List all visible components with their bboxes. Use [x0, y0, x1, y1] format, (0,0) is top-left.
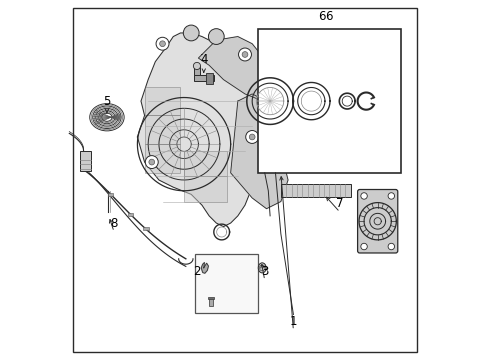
Bar [194, 75, 214, 81]
Bar [80, 151, 91, 171]
Text: 3: 3 [261, 265, 269, 278]
Circle shape [183, 25, 199, 41]
Text: 6: 6 [318, 10, 326, 23]
Bar [145, 116, 180, 144]
Bar [143, 228, 148, 230]
Text: 8: 8 [110, 216, 118, 230]
Polygon shape [201, 262, 208, 273]
Circle shape [239, 48, 251, 61]
Bar [205, 73, 213, 84]
Bar [194, 66, 200, 75]
Bar [145, 87, 180, 116]
Bar [145, 144, 180, 173]
Circle shape [388, 243, 394, 250]
Circle shape [208, 29, 224, 44]
Bar [184, 176, 227, 202]
Circle shape [156, 37, 169, 50]
Text: 6: 6 [325, 10, 333, 23]
Bar [128, 213, 133, 216]
Circle shape [361, 193, 368, 199]
Circle shape [388, 193, 394, 199]
Circle shape [146, 156, 158, 168]
Bar [195, 253, 258, 313]
Circle shape [194, 62, 200, 69]
Bar [208, 297, 214, 299]
Bar [258, 30, 401, 173]
Polygon shape [198, 37, 274, 101]
Circle shape [160, 41, 166, 46]
Bar [108, 193, 113, 195]
Circle shape [242, 51, 248, 57]
Bar [184, 151, 227, 176]
Circle shape [249, 134, 255, 140]
Bar [281, 184, 351, 197]
Circle shape [149, 159, 155, 165]
Text: 2: 2 [193, 265, 200, 278]
Circle shape [361, 243, 368, 250]
Bar [209, 298, 213, 306]
Polygon shape [137, 33, 263, 226]
Polygon shape [231, 94, 288, 209]
FancyBboxPatch shape [358, 189, 398, 253]
Text: 1: 1 [290, 315, 297, 328]
Text: 5: 5 [103, 95, 111, 108]
Text: 7: 7 [336, 197, 344, 210]
Text: 4: 4 [200, 53, 207, 66]
Circle shape [261, 153, 279, 171]
Circle shape [245, 131, 259, 143]
Ellipse shape [258, 263, 266, 273]
